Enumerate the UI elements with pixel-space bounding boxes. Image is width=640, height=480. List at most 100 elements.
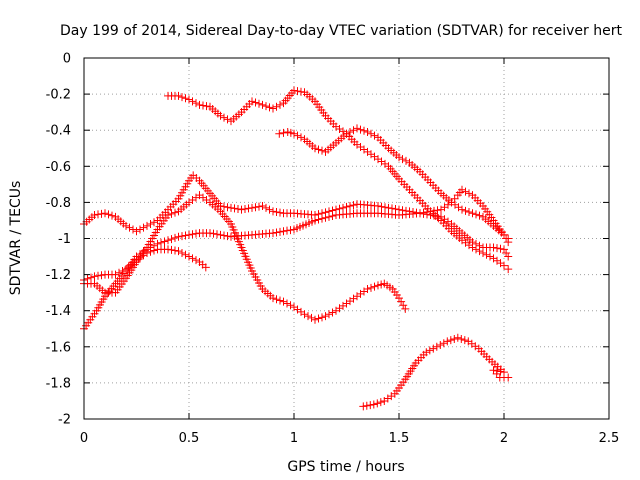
data-point-interp xyxy=(223,232,232,241)
data-point-interp xyxy=(304,312,312,321)
data-point xyxy=(227,203,235,212)
data-point-interp xyxy=(450,334,459,343)
data-point-interp xyxy=(251,203,260,212)
data-point-interp xyxy=(276,100,284,109)
y-tick-label: -0.4 xyxy=(46,124,71,139)
data-point xyxy=(185,95,193,104)
series-track-3 xyxy=(80,191,410,324)
data-point-interp xyxy=(472,245,480,254)
data-point-interp xyxy=(493,244,501,253)
data-point xyxy=(132,227,141,236)
data-point-interp xyxy=(377,202,386,211)
data-point-interp xyxy=(429,344,438,353)
data-point-interp xyxy=(213,230,221,239)
data-point-interp xyxy=(108,211,116,220)
data-point-interp xyxy=(167,209,176,218)
data-point-interp xyxy=(265,103,274,112)
data-point xyxy=(500,261,508,270)
data-point-interp xyxy=(171,246,179,255)
data-point xyxy=(458,185,466,194)
data-point xyxy=(206,229,214,238)
data-point-interp xyxy=(272,228,281,237)
data-point-interp xyxy=(502,234,511,243)
data-point-interp xyxy=(297,133,305,142)
data-point-interp xyxy=(118,266,127,275)
data-point-interp xyxy=(286,301,295,310)
data-point xyxy=(216,111,225,120)
data-point-interp xyxy=(276,296,284,305)
data-point xyxy=(164,236,172,245)
data-point-interp xyxy=(318,214,326,223)
data-point-interp xyxy=(272,208,281,217)
data-point xyxy=(422,348,431,357)
data-point-interp xyxy=(94,210,102,219)
data-point-interp xyxy=(370,131,379,140)
data-point-interp xyxy=(461,206,470,215)
data-point xyxy=(395,153,403,162)
data-point-interp xyxy=(230,204,239,213)
data-point xyxy=(185,252,193,261)
data-point-interp xyxy=(502,248,511,257)
data-point xyxy=(174,232,183,241)
data-point-interp xyxy=(367,283,375,292)
y-tick-label: -2 xyxy=(58,413,71,428)
data-point-interp xyxy=(83,274,92,283)
data-point xyxy=(342,129,351,138)
data-point xyxy=(504,373,513,382)
data-point-interp xyxy=(373,399,382,408)
data-point xyxy=(374,202,382,211)
data-point-interp xyxy=(399,301,408,310)
data-point-interp xyxy=(346,128,354,137)
x-tick-label: 1 xyxy=(290,431,298,446)
data-point-interp xyxy=(171,208,179,217)
plot-frame xyxy=(83,57,610,420)
data-point xyxy=(432,342,441,351)
data-point-interp xyxy=(115,268,123,277)
data-point-interp xyxy=(376,398,385,407)
data-point-interp xyxy=(293,87,302,96)
data-point-interp xyxy=(136,225,144,234)
data-point-interp xyxy=(293,131,302,140)
data-point-interp xyxy=(342,202,351,211)
data-point xyxy=(195,100,204,109)
data-point-interp xyxy=(181,250,190,259)
chart-title: Day 199 of 2014, Sidereal Day-to-day VTE… xyxy=(60,23,622,39)
data-point-interp xyxy=(307,313,316,322)
data-point-interp xyxy=(241,205,249,214)
ticks-layer xyxy=(83,57,610,420)
data-point-interp xyxy=(97,271,106,280)
data-point-interp xyxy=(346,202,354,211)
data-point-interp xyxy=(433,206,442,215)
data-point-interp xyxy=(475,247,484,256)
y-tick-label: -1 xyxy=(58,232,71,247)
data-point-interp xyxy=(181,231,190,240)
data-point-interp xyxy=(472,210,480,219)
data-point xyxy=(311,144,319,153)
data-point-interp xyxy=(286,226,295,235)
data-point xyxy=(468,243,477,252)
data-point xyxy=(500,245,508,254)
data-point-interp xyxy=(325,212,333,221)
data-point xyxy=(185,230,193,239)
data-point-interp xyxy=(318,313,326,322)
data-point-interp xyxy=(129,225,137,234)
data-point-interp xyxy=(167,235,176,244)
y-tick-label: 0 xyxy=(63,52,71,67)
data-point-interp xyxy=(321,213,330,222)
x-tick-label: 2 xyxy=(500,431,508,446)
data-point-interp xyxy=(97,209,106,218)
data-point-interp xyxy=(398,155,407,164)
data-point xyxy=(489,243,498,252)
y-tick-label: -1.4 xyxy=(46,304,71,319)
data-point xyxy=(311,216,319,225)
y-tick-label: -1.8 xyxy=(46,376,71,391)
data-point-interp xyxy=(220,231,228,240)
data-point-interp xyxy=(220,113,228,122)
x-tick-label: 0.5 xyxy=(179,431,200,446)
data-point xyxy=(269,104,277,113)
data-point xyxy=(504,238,513,247)
data-point-interp xyxy=(192,99,200,108)
data-point-interp xyxy=(360,126,368,135)
data-point-interp xyxy=(181,94,190,103)
